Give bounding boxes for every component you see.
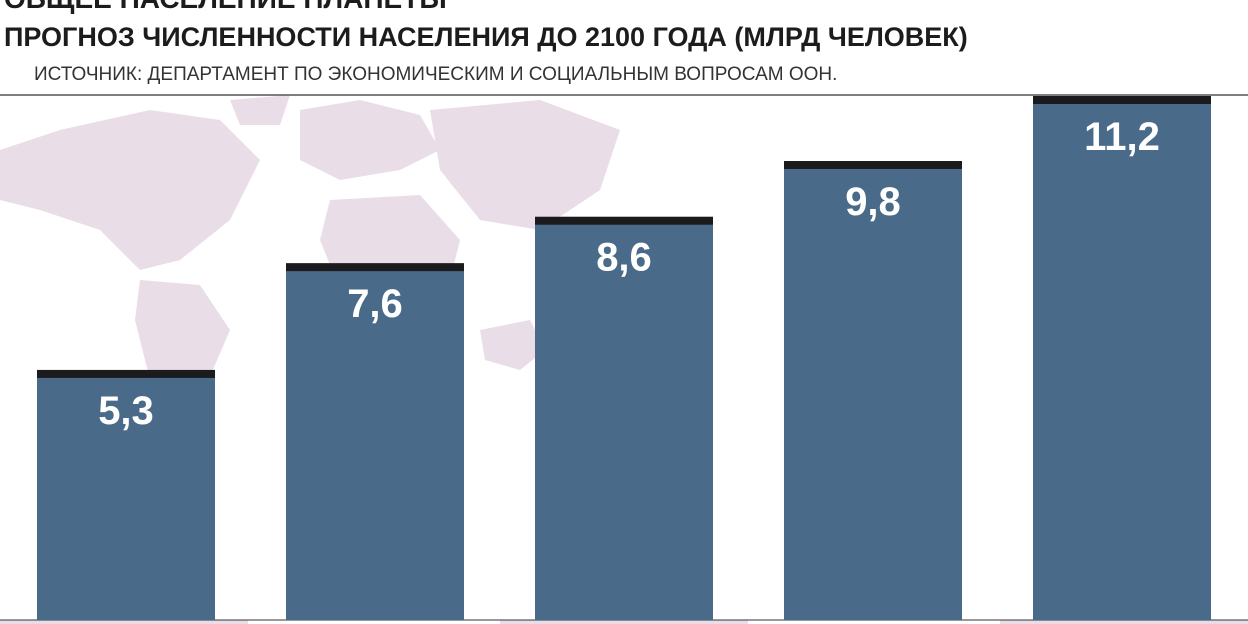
value-label: 5,3 xyxy=(98,389,154,433)
bar xyxy=(37,373,215,620)
value-label: 7,6 xyxy=(347,282,403,326)
bar xyxy=(535,220,713,620)
bar xyxy=(286,267,464,620)
value-label: 8,6 xyxy=(596,236,652,280)
bar-cap xyxy=(1033,96,1211,104)
bar-cap xyxy=(784,161,962,169)
value-label: 11,2 xyxy=(1084,115,1160,159)
chart-source: ИСТОЧНИК: ДЕПАРТАМЕНТ ПО ЭКОНОМИЧЕСКИМ И… xyxy=(34,64,837,85)
bar xyxy=(784,165,962,620)
bottom-strip xyxy=(0,619,1248,624)
bar-cap xyxy=(37,369,215,378)
chart-subtitle: ПРОГНОЗ ЧИСЛЕННОСТИ НАСЕЛЕНИЯ ДО 2100 ГО… xyxy=(4,22,968,52)
chart-title: ОБЩЕЕ НАСЕЛЕНИЕ ПЛАНЕТЫ xyxy=(4,0,447,14)
bar-cap xyxy=(535,216,713,225)
bar-cap xyxy=(286,263,464,272)
bar xyxy=(1033,100,1211,620)
value-label: 9,8 xyxy=(845,180,901,224)
